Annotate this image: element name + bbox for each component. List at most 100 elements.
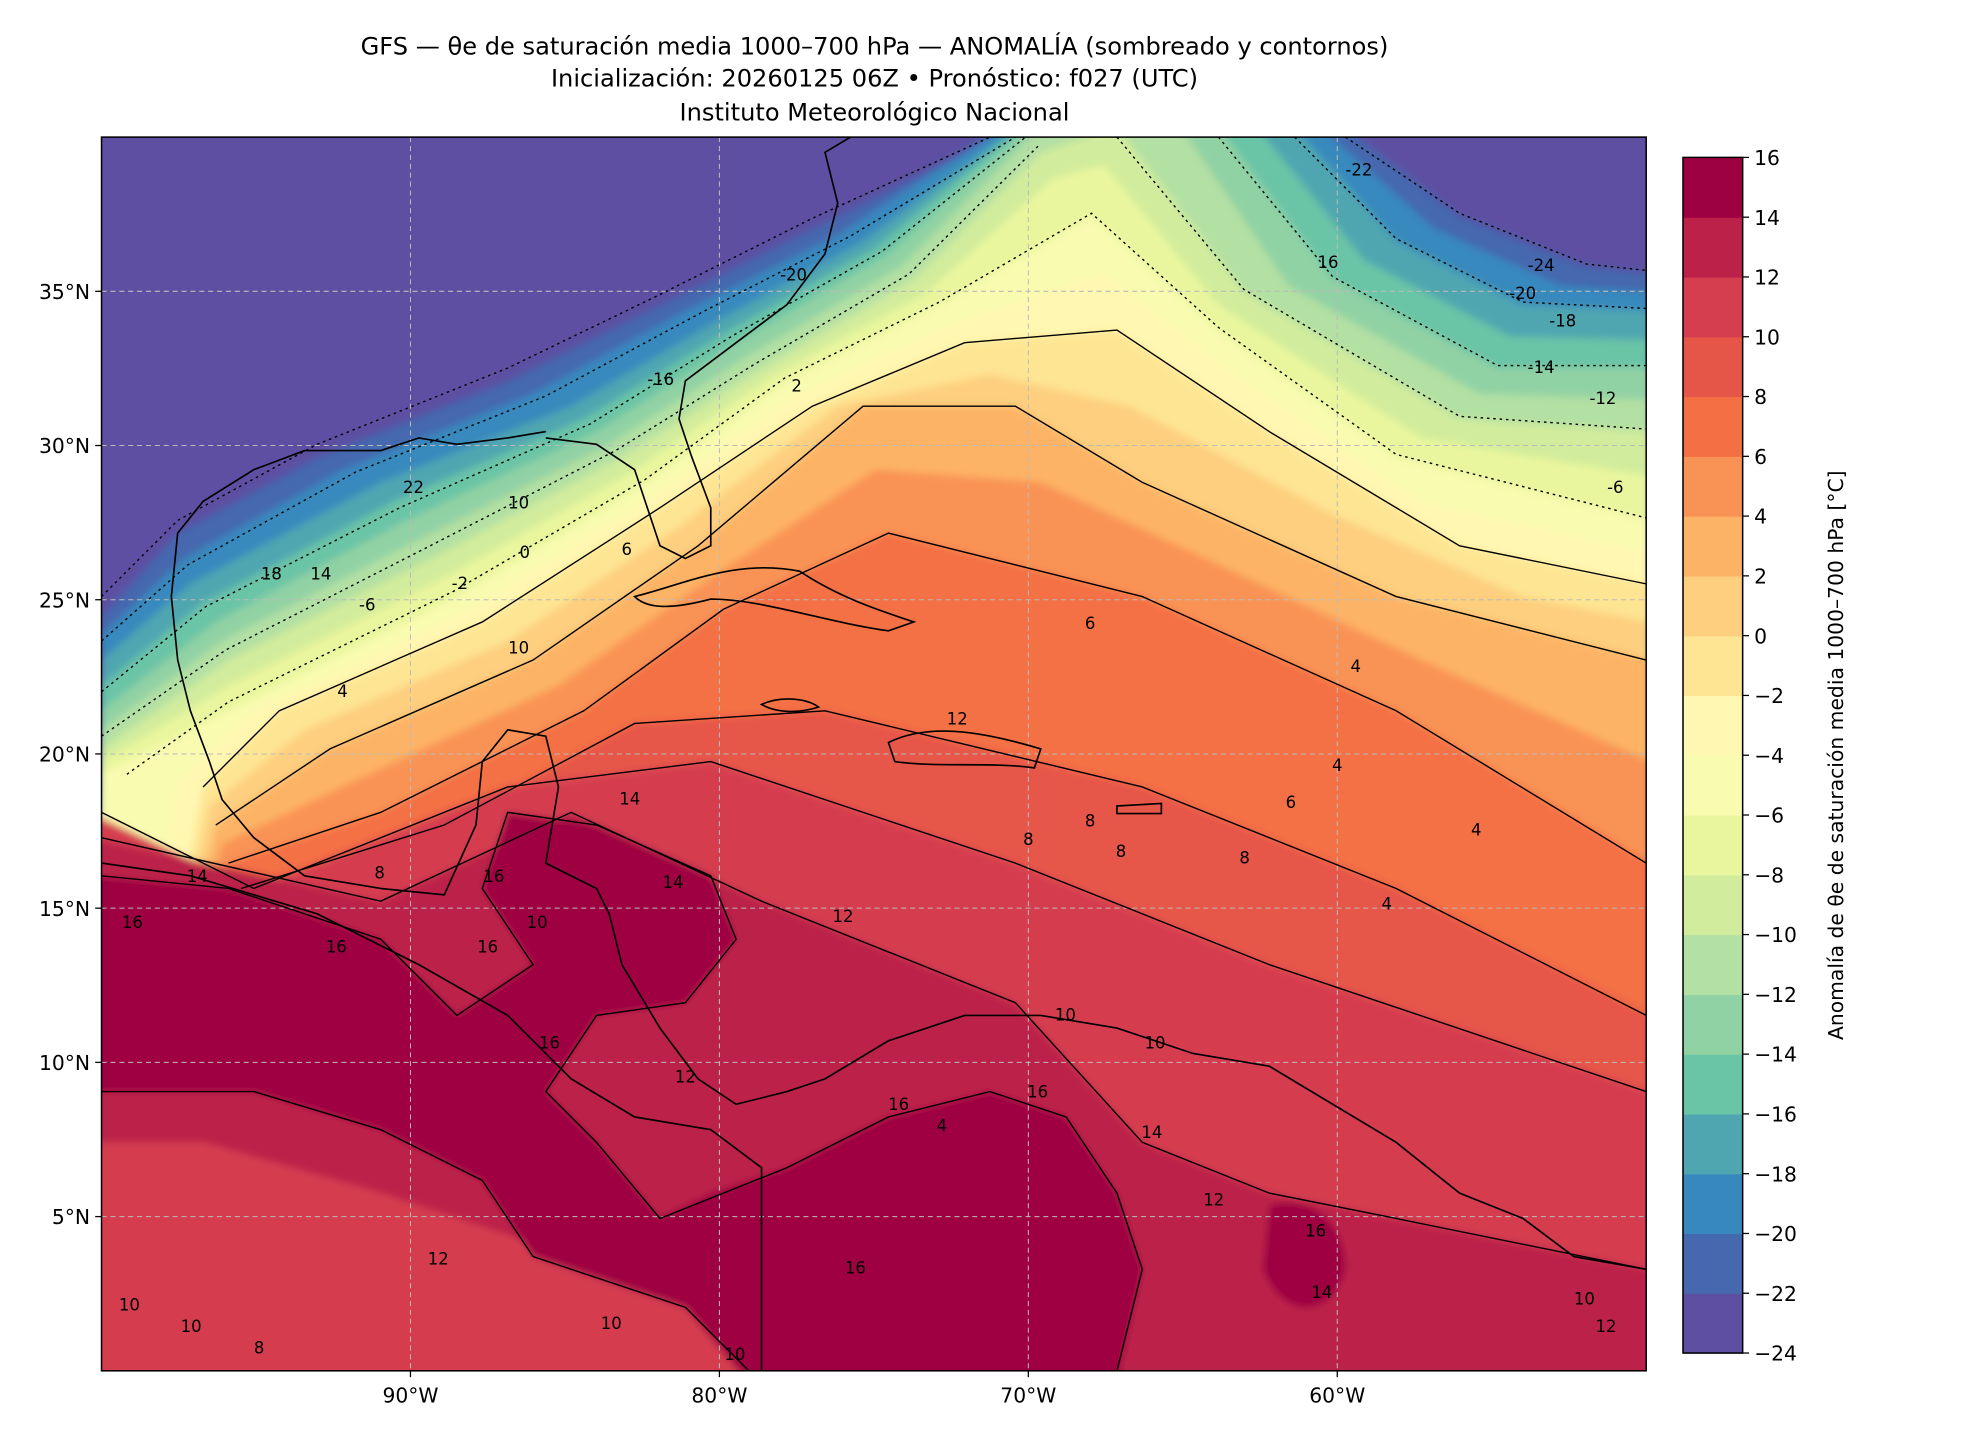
coastlines bbox=[101, 137, 1647, 1371]
contour-label: 8 bbox=[1023, 830, 1033, 849]
colorbar-swatch bbox=[1683, 217, 1743, 278]
contour-label: 10 bbox=[1144, 1033, 1165, 1052]
colorbar-tick-label: 8 bbox=[1754, 385, 1767, 409]
contour-label: 16 bbox=[326, 938, 347, 957]
field-band-ge-14-b bbox=[1262, 1202, 1346, 1308]
contour-label: 10 bbox=[181, 1317, 202, 1336]
contour-label: 14 bbox=[1311, 1283, 1332, 1302]
x-axis: 90°W 80°W 70°W 60°W bbox=[382, 1370, 1365, 1408]
colorbar-tick-label: 6 bbox=[1754, 445, 1767, 469]
contour-label: 10 bbox=[508, 494, 529, 513]
colorbar-tick-label: 16 bbox=[1754, 146, 1780, 170]
contour-label: -20 bbox=[780, 265, 807, 284]
contour-label: -2 bbox=[452, 574, 468, 593]
colorbar-tick-label: 14 bbox=[1754, 206, 1780, 230]
colorbar-tick-label: 12 bbox=[1754, 266, 1780, 290]
contour-label: 8 bbox=[1239, 848, 1249, 867]
contour-label: 12 bbox=[675, 1067, 696, 1086]
colorbar-swatch bbox=[1683, 755, 1743, 816]
contour-label: 8 bbox=[374, 864, 385, 883]
colorbar-tick-label: 10 bbox=[1754, 325, 1780, 349]
contour-label: -16 bbox=[647, 370, 674, 389]
contour-label: 16 bbox=[122, 913, 143, 932]
contour-label: 16 bbox=[845, 1259, 866, 1278]
contour-label: 4 bbox=[1381, 895, 1392, 914]
colorbar-tick-label: −22 bbox=[1754, 1282, 1797, 1306]
colorbar-tick-label: 0 bbox=[1754, 624, 1767, 648]
contour-label: 10 bbox=[724, 1345, 745, 1364]
contour-label: 8 bbox=[1116, 842, 1127, 861]
contour-label: 10 bbox=[527, 913, 548, 932]
contour-label: 2 bbox=[791, 376, 801, 395]
contour-label: 10 bbox=[601, 1314, 622, 1333]
contour-label: 6 bbox=[621, 540, 632, 559]
contour-label: 10 bbox=[508, 639, 529, 658]
colorbar-tick-label: −8 bbox=[1754, 863, 1784, 887]
coastline-florida-atlantic bbox=[545, 137, 851, 560]
colorbar-swatch bbox=[1683, 1173, 1743, 1235]
gridlines bbox=[101, 137, 1647, 1371]
colorbar-tick-label: −2 bbox=[1754, 684, 1784, 708]
colorbar-tick-label: 2 bbox=[1754, 564, 1767, 588]
colorbar-swatch bbox=[1683, 994, 1743, 1055]
contour-label: 14 bbox=[187, 867, 208, 886]
colorbar-tick-label: −12 bbox=[1754, 983, 1797, 1007]
colorbar-tick-label: −14 bbox=[1754, 1043, 1797, 1067]
coastline-jamaica bbox=[759, 698, 821, 713]
colorbar-tick-label: −4 bbox=[1754, 744, 1784, 768]
colorbar-swatch bbox=[1683, 516, 1743, 577]
contour-label: 18 bbox=[261, 565, 282, 584]
contour-label: -22 bbox=[1345, 161, 1372, 180]
coastline-pacific bbox=[101, 862, 763, 1371]
colorbar-tick-label: −18 bbox=[1754, 1162, 1797, 1186]
contour-label: 4 bbox=[937, 1117, 947, 1136]
contour-lines bbox=[101, 137, 1647, 1371]
colorbar-tick-label: −6 bbox=[1754, 804, 1784, 828]
colorbar-swatch bbox=[1683, 1233, 1743, 1294]
contour-label: 10 bbox=[1574, 1289, 1595, 1308]
colorbar-swatch bbox=[1683, 874, 1743, 936]
contour-label: -20 bbox=[1509, 284, 1536, 303]
y-tick-label: 10°N bbox=[39, 1051, 90, 1075]
contour-label: 4 bbox=[1471, 821, 1482, 840]
coastline-cuba bbox=[633, 566, 917, 632]
contour-label: -12 bbox=[1589, 389, 1616, 408]
contour-label: -24 bbox=[1528, 256, 1555, 275]
contour-label: 10 bbox=[1055, 1006, 1076, 1025]
contour-label: 16 bbox=[477, 938, 498, 957]
contour-label: 12 bbox=[947, 710, 968, 729]
colorbar-swatch bbox=[1683, 157, 1743, 218]
contour-label: 10 bbox=[119, 1296, 140, 1315]
contour-label: 12 bbox=[1596, 1317, 1617, 1336]
colorbar-swatch bbox=[1683, 396, 1743, 457]
contour-label: 16 bbox=[539, 1033, 560, 1052]
colorbar-swatch bbox=[1683, 1293, 1743, 1354]
coastline-hispaniola bbox=[887, 730, 1042, 769]
coastline-gulf-central-america bbox=[170, 430, 1647, 1271]
contour-label: -6 bbox=[1607, 478, 1623, 497]
contour-label: 6 bbox=[1085, 614, 1096, 633]
title-line-2: Inicialización: 20260125 06Z • Pronóstic… bbox=[551, 64, 1198, 92]
contour-label: 16 bbox=[483, 867, 504, 886]
contour-label: 4 bbox=[1332, 756, 1343, 775]
contour-labels: 2 6 0 -2 -6 10 14 18 22 -16 -20 -22 16 -24 -20 -18 -14 -1… bbox=[119, 161, 1624, 1364]
contour-label: 16 bbox=[1027, 1083, 1048, 1102]
colorbar-swatch bbox=[1683, 276, 1743, 338]
colorbar-swatch bbox=[1683, 336, 1743, 398]
contour-label: -14 bbox=[1528, 358, 1555, 377]
x-tick-label: 90°W bbox=[382, 1384, 438, 1408]
contour-label: 16 bbox=[1317, 253, 1338, 272]
field-band-ge-12 bbox=[101, 812, 1647, 1371]
colorbar-tick-label: −16 bbox=[1754, 1103, 1797, 1127]
contour-label: 14 bbox=[663, 873, 684, 892]
y-tick-label: 20°N bbox=[39, 743, 90, 767]
title-line-3: Instituto Meteorológico Nacional bbox=[680, 99, 1070, 127]
contour-label: -6 bbox=[359, 595, 375, 614]
y-tick-label: 25°N bbox=[39, 588, 90, 612]
field-band-ge-14-a bbox=[101, 812, 1143, 1371]
x-tick-label: 70°W bbox=[1000, 1384, 1056, 1408]
colorbar: −24−22−20−18−16−14−12−10−8−6−4−202468101… bbox=[1682, 146, 1797, 1366]
colorbar-swatch bbox=[1683, 635, 1743, 697]
y-tick-label: 5°N bbox=[52, 1205, 90, 1229]
